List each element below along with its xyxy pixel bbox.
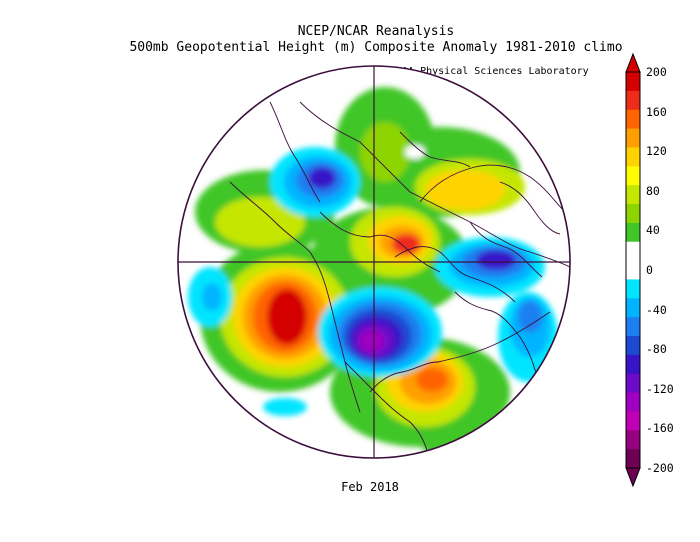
colorbar-segment (626, 279, 640, 299)
colorbar-segment (626, 260, 640, 280)
colorbar-tick-label: -120 (646, 381, 674, 396)
colorbar-tick-label: 0 (646, 263, 653, 277)
colorbar-segment (626, 147, 640, 167)
colorbar-segment (626, 336, 640, 356)
colorbar-segment (626, 166, 640, 186)
colorbar-segment (626, 90, 640, 111)
coastlines (229, 101, 570, 455)
colorbar-tick-label: -200 (646, 461, 674, 475)
colorbar-tick-label: 80 (646, 183, 660, 198)
chart-title: NCEP/NCAR Reanalysis (297, 24, 455, 39)
colorbar-tick-label: 120 (646, 144, 667, 159)
colorbar-segment (626, 222, 640, 243)
colorbar-segment (626, 72, 640, 92)
polar-anomaly-map (177, 65, 571, 459)
colorbar-segment (626, 430, 640, 450)
colorbar-arrow-bottom (625, 467, 641, 488)
colorbar-tick-label: 40 (646, 223, 660, 238)
colorbar-segment (626, 204, 640, 224)
colorbar-tick-label: -160 (646, 421, 674, 436)
colorbar-segment (626, 185, 640, 205)
map-boundary (177, 65, 571, 459)
colorbar-segment (626, 449, 640, 469)
colorbar-segment (626, 411, 640, 431)
credit-label: NOAA Physical Sciences Laboratory (390, 66, 589, 77)
chart-subtitle: 500mb Geopotential Height (m) Composite … (129, 40, 623, 55)
colorbar-segment (626, 354, 640, 375)
date-caption: Feb 2018 (341, 480, 399, 494)
colorbar-segment (626, 317, 640, 337)
colorbar-segment (626, 392, 640, 412)
colorbar-tick-label: 160 (646, 104, 667, 119)
colorbar-segment (626, 298, 640, 318)
colorbar-arrow-top (625, 52, 641, 73)
colorbar-segment (626, 109, 640, 129)
anomaly-field (178, 66, 570, 458)
colorbar-tick-label: -40 (646, 302, 667, 317)
colorbar-segment (626, 373, 640, 393)
colorbar-tick-label: -80 (646, 342, 667, 357)
colorbar-segment (626, 128, 640, 148)
colorbar (625, 52, 641, 488)
colorbar-segment (626, 241, 640, 261)
colorbar-tick-label: 200 (646, 65, 667, 79)
